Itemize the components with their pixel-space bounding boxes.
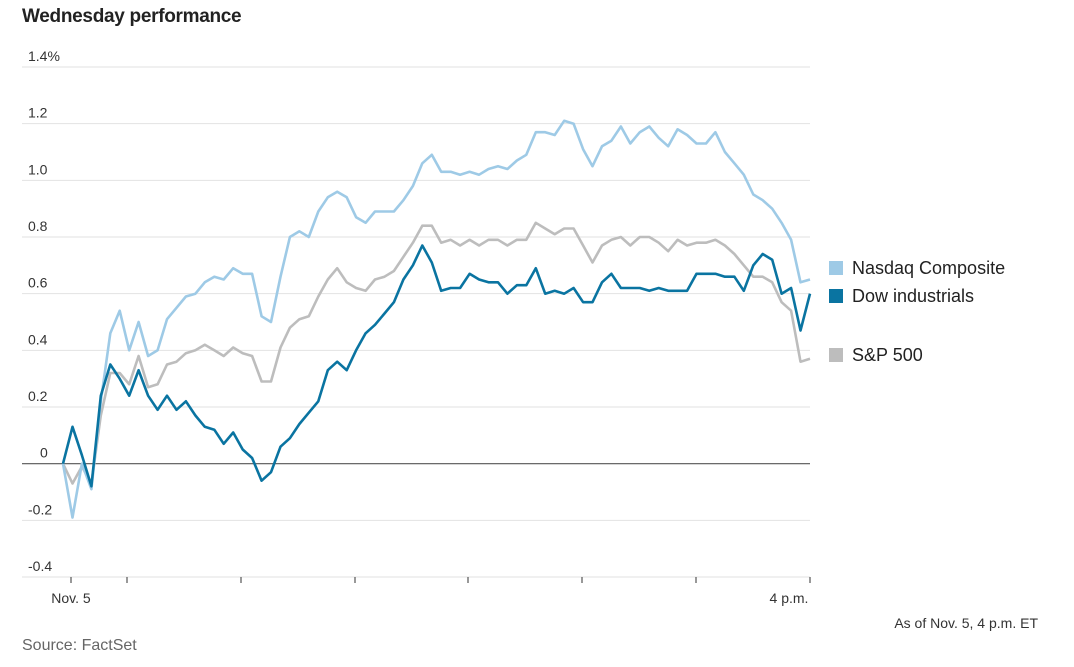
dow-line — [61, 244, 812, 488]
legend-swatch-nasdaq — [829, 261, 843, 275]
x-tick-label-end: 4 p.m. — [770, 590, 809, 606]
nasdaq-line — [61, 119, 811, 519]
y-tick-label: 0.6 — [28, 275, 48, 291]
timestamp-note: As of Nov. 5, 4 p.m. ET — [894, 615, 1038, 631]
legend-swatch-sp500 — [829, 348, 843, 362]
legend-label-nasdaq: Nasdaq Composite — [852, 258, 1005, 278]
y-tick-label: 1.0 — [28, 161, 48, 177]
y-tick-label: -0.2 — [28, 501, 52, 517]
x-tick-label-start: Nov. 5 — [51, 590, 91, 606]
sp500-line — [61, 221, 811, 485]
chart-title: Wednesday performance — [22, 6, 242, 27]
y-tick-label: 0.2 — [28, 388, 48, 404]
y-tick-label: 1.2 — [28, 105, 48, 121]
y-axis-tick-labels: -0.4 -0.2 0 0.2 0.4 0.6 0.8 1.0 1.2 1.4% — [28, 48, 60, 574]
y-tick-label: 0.8 — [28, 218, 48, 234]
y-tick-label: 0.4 — [28, 331, 48, 347]
source-note: Source: FactSet — [22, 637, 137, 654]
legend-swatch-dow — [829, 289, 843, 303]
series-lines — [61, 119, 812, 519]
y-tick-label: 1.4% — [28, 48, 60, 64]
y-tick-label: 0 — [40, 445, 48, 461]
y-tick-label: -0.4 — [28, 558, 52, 574]
gridlines — [22, 66, 810, 578]
legend-label-dow: Dow industrials — [852, 286, 974, 306]
x-axis: Nov. 5 4 p.m. — [51, 577, 811, 606]
legend: Nasdaq Composite Dow industrials S&P 500 — [829, 258, 1005, 365]
legend-label-sp500: S&P 500 — [852, 345, 923, 365]
